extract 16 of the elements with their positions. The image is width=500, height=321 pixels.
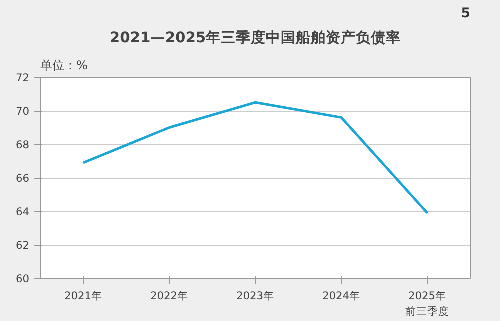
x-tick-label: 2022年 <box>150 290 189 302</box>
x-tick-label: 2025年前三季度 <box>406 290 450 318</box>
y-tick-label: 68 <box>16 138 30 152</box>
y-tick-label: 70 <box>16 105 30 118</box>
text: 5 <box>461 6 471 22</box>
y-tick-label: 60 <box>16 272 30 286</box>
x-tick-label: 2024年 <box>322 290 361 302</box>
y-tick-label: 64 <box>16 206 30 218</box>
y-tick-label: 72 <box>16 72 30 84</box>
x-tick-label: 2021年 <box>64 290 103 302</box>
y-tick-label: 62 <box>16 239 30 252</box>
y-tick-label: 66 <box>16 172 30 185</box>
x-tick-label: 2023年 <box>236 290 275 302</box>
line-series <box>82 101 429 214</box>
y-axis-title: 单位：% <box>40 58 88 72</box>
chart-title: 2021—2025年三季度中国船舶资产负债率 <box>110 28 402 46</box>
